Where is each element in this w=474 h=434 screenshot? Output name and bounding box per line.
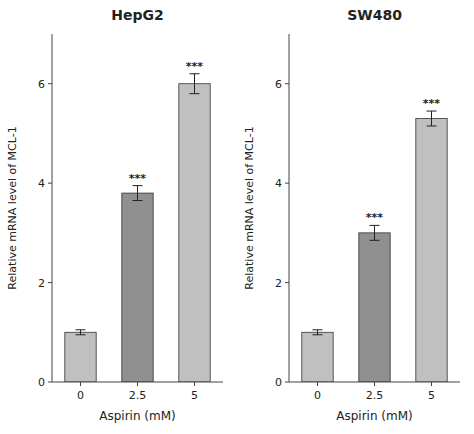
x-axis-label: Aspirin (mM) (99, 409, 176, 423)
x-tick (137, 382, 138, 386)
error-cap (76, 329, 86, 330)
bar (65, 332, 96, 382)
figure: HepG2 *** *** 0 2 4 6 0 2.5 5 Aspirin (mM) Relative… (0, 0, 474, 434)
significance-label: *** (423, 97, 441, 110)
error-cap (427, 125, 437, 126)
x-tick (194, 382, 195, 386)
y-tick-label: 0 (275, 376, 282, 389)
x-tick (374, 382, 375, 386)
y-tick (48, 83, 52, 84)
x-tick (80, 382, 81, 386)
plot-area (302, 111, 447, 382)
bar (416, 119, 447, 382)
y-tick-label: 2 (275, 277, 282, 290)
error-bar (370, 225, 380, 240)
error-stem (431, 111, 432, 126)
error-bar (76, 330, 86, 335)
chart-title: SW480 (347, 7, 402, 23)
bar (179, 84, 210, 382)
x-axis-label: Aspirin (mM) (336, 409, 413, 423)
error-cap (133, 185, 143, 186)
y-tick (285, 282, 289, 283)
y-tick (48, 183, 52, 184)
error-cap (76, 334, 86, 335)
chart-title: HepG2 (111, 7, 163, 23)
error-cap (190, 93, 200, 94)
error-cap (427, 111, 437, 112)
significance-label: *** (366, 211, 384, 224)
y-axis (289, 34, 290, 382)
x-tick-label: 2.5 (366, 389, 384, 402)
x-tick (431, 382, 432, 386)
x-tick-label: 0 (77, 389, 84, 402)
error-stem (374, 225, 375, 240)
error-cap (370, 225, 380, 226)
bar-chart: SW480 *** *** 0 2 4 6 0 2.5 5 Aspirin (mM) Relative… (243, 7, 460, 423)
bar (122, 193, 153, 382)
y-tick-label: 2 (38, 277, 45, 290)
y-axis-label: Relative mRNA level of MCL-1 (243, 126, 256, 289)
bar-chart: HepG2 *** *** 0 2 4 6 0 2.5 5 Aspirin (mM) Relative… (6, 7, 223, 423)
error-bar (427, 111, 437, 126)
error-bar (190, 74, 200, 94)
x-tick (317, 382, 318, 386)
error-stem (137, 186, 138, 201)
error-stem (194, 74, 195, 94)
significance-label: *** (129, 172, 147, 185)
error-cap (313, 329, 323, 330)
x-tick-label: 5 (191, 389, 198, 402)
y-tick (285, 183, 289, 184)
x-tick-label: 5 (428, 389, 435, 402)
y-tick-label: 0 (38, 376, 45, 389)
y-tick (48, 382, 52, 383)
y-tick-label: 6 (38, 78, 45, 91)
significance-label: *** (186, 60, 204, 73)
y-tick (48, 282, 52, 283)
y-tick (285, 382, 289, 383)
error-cap (313, 334, 323, 335)
error-cap (190, 73, 200, 74)
y-tick-label: 6 (275, 78, 282, 91)
y-tick-label: 4 (275, 177, 282, 190)
bar (302, 332, 333, 382)
error-bar (133, 186, 143, 201)
bar (359, 233, 390, 382)
y-axis-label: Relative mRNA level of MCL-1 (6, 126, 19, 289)
error-cap (370, 240, 380, 241)
y-tick (285, 83, 289, 84)
y-tick-label: 4 (38, 177, 45, 190)
error-stem (317, 330, 318, 335)
error-bar (313, 330, 323, 335)
y-axis (52, 34, 53, 382)
error-cap (133, 200, 143, 201)
x-tick-label: 2.5 (129, 389, 147, 402)
plot-area (65, 74, 210, 382)
error-stem (80, 330, 81, 335)
x-tick-label: 0 (314, 389, 321, 402)
